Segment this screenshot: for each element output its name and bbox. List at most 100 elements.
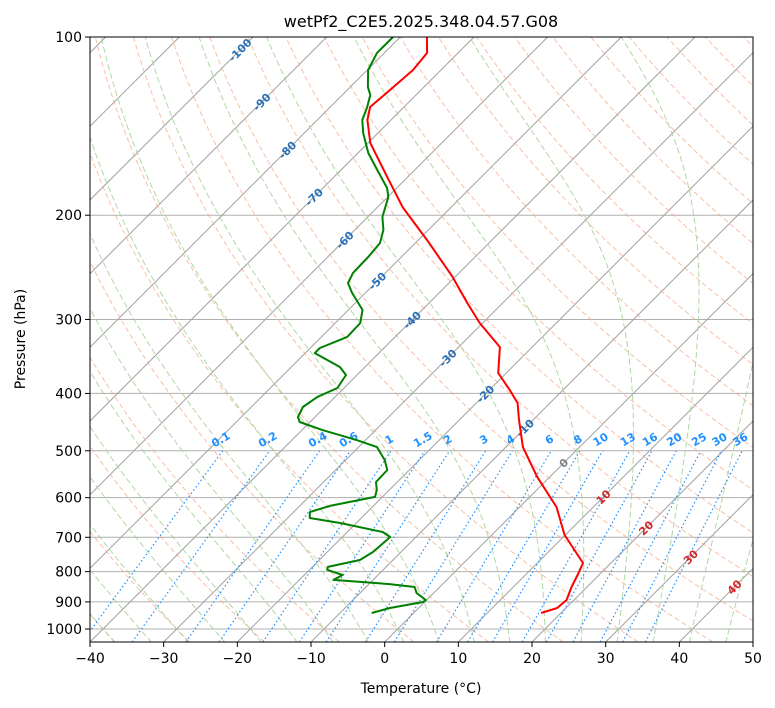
y-tick-label: 100 bbox=[55, 30, 82, 46]
moist-adiabat-line bbox=[353, 37, 585, 642]
mixing-ratio-label: 36 bbox=[730, 430, 750, 449]
isotherm-line bbox=[384, 272, 753, 642]
mixing-ratio-label: 25 bbox=[689, 430, 709, 449]
dry-adiabat-line bbox=[90, 530, 191, 642]
mixing-ratio-line bbox=[572, 450, 677, 642]
dry-adiabat-line bbox=[323, 37, 753, 491]
mixing-ratio-line bbox=[185, 450, 321, 642]
dry-adiabat-line bbox=[743, 37, 753, 48]
mixing-ratio-label: 30 bbox=[710, 430, 730, 449]
dry-adiabat-line bbox=[90, 152, 490, 642]
dry-adiabat-line bbox=[90, 260, 415, 642]
x-axis-label: Temperature (°C) bbox=[360, 681, 482, 697]
moist-adiabat-line bbox=[144, 37, 475, 642]
mixing-ratio-line bbox=[131, 450, 271, 642]
dry-adiabat-line bbox=[94, 37, 564, 642]
mixing-ratio-line bbox=[364, 450, 487, 642]
moist-adiabat-line bbox=[90, 232, 369, 642]
y-tick-label: 800 bbox=[55, 565, 82, 581]
profiles bbox=[297, 37, 584, 614]
dry-adiabat-line bbox=[514, 37, 753, 285]
dry-adiabat-line bbox=[171, 37, 714, 642]
y-axis-label: Pressure (hPa) bbox=[13, 289, 29, 389]
mixing-ratio-line bbox=[622, 450, 722, 642]
isotherm-line bbox=[90, 37, 328, 275]
mixing-ratio-line bbox=[436, 450, 552, 642]
mixing-ratio-label: 1 bbox=[383, 432, 396, 447]
y-tick-label: 1000 bbox=[46, 622, 82, 638]
isotherm-line bbox=[90, 37, 254, 201]
isotherm-line bbox=[531, 420, 753, 642]
x-tick-label: 0 bbox=[380, 651, 389, 667]
x-tick-label: 50 bbox=[744, 651, 762, 667]
x-tick-label: −10 bbox=[296, 651, 326, 667]
mixing-ratio-label: 2 bbox=[441, 432, 454, 447]
dry-adiabat-line bbox=[285, 37, 753, 534]
dry-adiabat-line bbox=[590, 37, 753, 205]
mixing-ratio-label: 13 bbox=[618, 430, 638, 449]
temperature-profile-line bbox=[366, 37, 584, 614]
dry-adiabat-line bbox=[666, 37, 753, 126]
x-tick-label: 30 bbox=[597, 651, 615, 667]
mixing-ratio-line bbox=[545, 450, 653, 642]
x-tick-label: 20 bbox=[523, 651, 541, 667]
mixing-ratio-line bbox=[325, 450, 451, 642]
dry-adiabat-line bbox=[552, 37, 753, 244]
line-labels: 0.1 0.2 0.4 0.6 1 1.5 2 3 4 6 8 10 13 16 20 25 30 36-100-… bbox=[209, 36, 750, 597]
mixing-ratio-line bbox=[599, 450, 702, 642]
mixing-ratio-line bbox=[521, 450, 631, 642]
isotherm-label: -80 bbox=[276, 138, 299, 161]
isotherm-line bbox=[90, 37, 696, 642]
isotherm-line bbox=[236, 125, 753, 642]
mixing-ratio-label: 0.1 bbox=[209, 429, 232, 450]
isotherm-line bbox=[90, 37, 475, 422]
y-tick-label: 600 bbox=[55, 491, 82, 507]
x-tick-label: 10 bbox=[449, 651, 467, 667]
mixing-ratio-label: 6 bbox=[543, 432, 556, 447]
mixing-ratio-line bbox=[644, 450, 743, 642]
mixing-ratio-line bbox=[491, 450, 604, 642]
mixing-ratio-label: 1.5 bbox=[411, 429, 434, 450]
mixing-ratio-label: 16 bbox=[640, 430, 660, 449]
mixing-ratio-label: 3 bbox=[477, 432, 490, 447]
y-tick-label: 900 bbox=[55, 595, 82, 611]
moist-adiabat-line bbox=[725, 537, 753, 642]
moist-adiabat-line bbox=[198, 37, 511, 642]
moist-adiabat-line bbox=[90, 425, 262, 642]
isotherm-line bbox=[310, 199, 753, 642]
dry-adiabat-line bbox=[90, 356, 340, 642]
dry-adiabat-line bbox=[437, 37, 753, 366]
y-tick-label: 300 bbox=[55, 312, 82, 328]
moist-adiabat-line bbox=[90, 135, 405, 642]
x-tick-label: −30 bbox=[149, 651, 179, 667]
mixing-ratio-label: 8 bbox=[571, 432, 584, 447]
mixing-ratio-label: 0.4 bbox=[306, 429, 330, 450]
isotherm-line bbox=[457, 346, 753, 642]
plot-frame bbox=[89, 36, 754, 643]
dry-adiabat-line bbox=[361, 37, 753, 448]
isotherm-line bbox=[90, 37, 622, 570]
moist-adiabat-line bbox=[90, 476, 226, 642]
y-tick-label: 200 bbox=[55, 208, 82, 224]
moist-adiabat-line bbox=[100, 37, 440, 642]
dry-adiabat-line bbox=[90, 445, 265, 642]
isotherm-line bbox=[163, 51, 753, 642]
isotherm-line bbox=[90, 37, 549, 496]
axes: −40 −30 −20 −10 0 10 20 30 40 5010020030040050060… bbox=[46, 30, 762, 667]
mixing-ratio-line bbox=[218, 450, 351, 642]
x-tick-label: −40 bbox=[75, 651, 105, 667]
mixing-ratio-label: 0.2 bbox=[256, 429, 279, 450]
moist-adiabat-line bbox=[266, 37, 546, 642]
dry-adiabat-line bbox=[209, 37, 753, 622]
isotherm-line bbox=[752, 641, 753, 642]
moist-adiabat-line bbox=[90, 370, 298, 642]
isotherm-label: -100 bbox=[226, 36, 255, 65]
mixing-ratio-label: 4 bbox=[504, 432, 517, 447]
mixing-ratio-line bbox=[90, 450, 224, 633]
y-tick-label: 500 bbox=[55, 444, 82, 460]
x-tick-label: −20 bbox=[223, 651, 253, 667]
moist-adiabat-line bbox=[620, 37, 700, 642]
y-tick-label: 400 bbox=[55, 386, 82, 402]
mixing-ratio-line bbox=[262, 450, 392, 642]
